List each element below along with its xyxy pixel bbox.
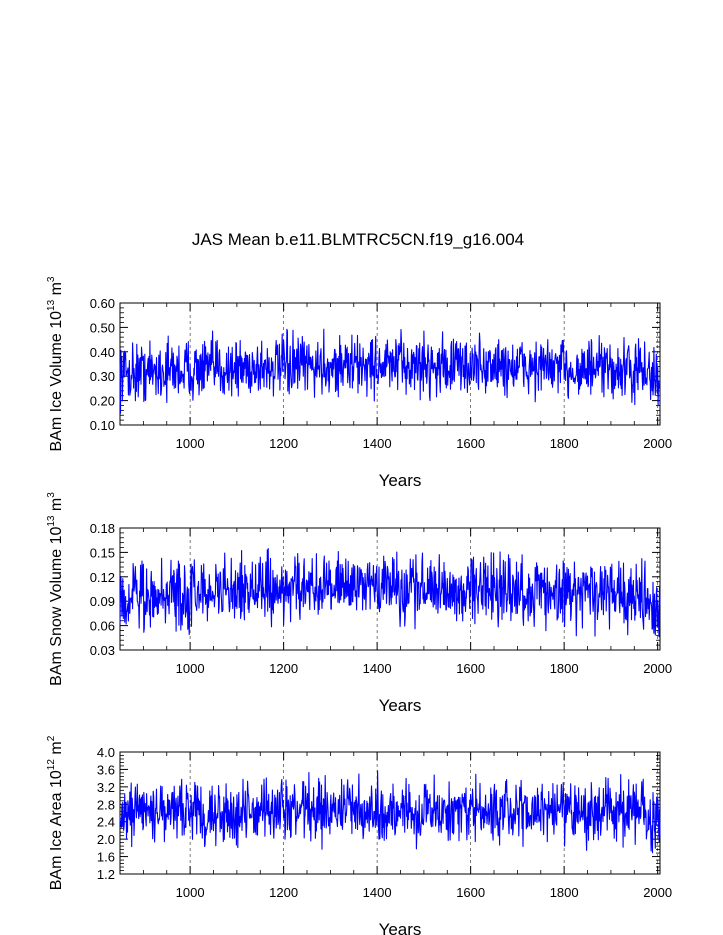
x-tick-label: 2000: [643, 436, 672, 451]
y-tick-label: 3.6: [97, 762, 115, 777]
y-label-unit-exponent: 3: [46, 492, 57, 498]
y-tick-label: 0.06: [90, 619, 115, 634]
y-tick-label: 2.0: [97, 832, 115, 847]
y-tick-label: 0.12: [90, 570, 115, 585]
x-tick-label: 1600: [456, 436, 485, 451]
y-axis-label: BAm Snow Volume 1013 m3: [46, 492, 65, 686]
x-tick-label: 1200: [269, 436, 298, 451]
y-label-main: BAm Snow Volume 10: [48, 527, 65, 686]
series-line: [119, 328, 661, 414]
panel-3: 1000 1200 1400 1600 1800 2000 1.2 1.6 2.0 2.4 2.8 3…: [46, 735, 672, 935]
y-label-main: BAm Ice Volume 10: [48, 311, 65, 452]
x-tick-label: 1400: [363, 436, 392, 451]
y-tick-label: 0.18: [90, 521, 115, 536]
y-label-exponent: 13: [46, 515, 57, 527]
y-tick-label: 2.4: [97, 815, 115, 830]
y-tick-label: 0.09: [90, 594, 115, 609]
y-tick-label: 1.2: [97, 867, 115, 882]
x-tick-label: 1800: [550, 885, 579, 900]
x-axis-label: Years: [379, 696, 422, 715]
y-tick-label: 4.0: [97, 745, 115, 760]
x-axis-label: Years: [379, 471, 422, 490]
y-tick-label: 0.30: [90, 369, 115, 384]
series-line: [119, 770, 661, 854]
y-axis-label: BAm Ice Volume 1013 m3: [46, 276, 65, 451]
panels-group: 1000 1200 1400 1600 1800 2000 0.10 0.20 0.30 0.40…: [46, 276, 672, 935]
x-tick-label: 1200: [269, 885, 298, 900]
y-tick-label: 0.10: [90, 418, 115, 433]
x-tick-label: 1600: [456, 661, 485, 676]
x-tick-label: 1000: [176, 661, 205, 676]
y-label-unit: m: [48, 741, 65, 759]
y-label-exponent: 12: [46, 759, 57, 771]
y-label-unit: m: [48, 498, 65, 516]
series-line: [119, 548, 661, 638]
y-axis-label: BAm Ice Area 1012 m2: [46, 735, 65, 890]
x-tick-label: 1600: [456, 885, 485, 900]
y-label-unit-exponent: 2: [46, 735, 57, 741]
x-tick-label: 1800: [550, 436, 579, 451]
x-tick-label: 1400: [363, 661, 392, 676]
x-tick-label: 1800: [550, 661, 579, 676]
x-tick-label: 1200: [269, 661, 298, 676]
y-label-unit: m: [48, 282, 65, 300]
x-tick-label: 2000: [643, 885, 672, 900]
y-label-exponent: 13: [46, 299, 57, 311]
y-label-main: BAm Ice Area 10: [48, 770, 65, 890]
y-tick-label: 0.20: [90, 394, 115, 409]
y-tick-label: 0.60: [90, 296, 115, 311]
panel-1: 1000 1200 1400 1600 1800 2000 0.10 0.20 0.30 0.40…: [46, 276, 672, 490]
panel-2: 1000 1200 1400 1600 1800 2000 0.03 0.06 0.09 0.12…: [46, 492, 672, 715]
x-tick-label: 1000: [176, 436, 205, 451]
y-tick-label: 0.15: [90, 545, 115, 560]
x-tick-label: 1000: [176, 885, 205, 900]
y-tick-label: 3.2: [97, 780, 115, 795]
y-tick-label: 0.03: [90, 643, 115, 658]
y-label-unit-exponent: 3: [46, 276, 57, 282]
x-axis-label: Years: [379, 920, 422, 935]
y-tick-label: 2.8: [97, 797, 115, 812]
x-tick-label: 2000: [643, 661, 672, 676]
y-tick-label: 1.6: [97, 850, 115, 865]
chart-title: JAS Mean b.e11.BLMTRC5CN.f19_g16.004: [192, 230, 524, 249]
x-tick-label: 1400: [363, 885, 392, 900]
y-tick-label: 0.50: [90, 320, 115, 335]
y-tick-label: 0.40: [90, 345, 115, 360]
